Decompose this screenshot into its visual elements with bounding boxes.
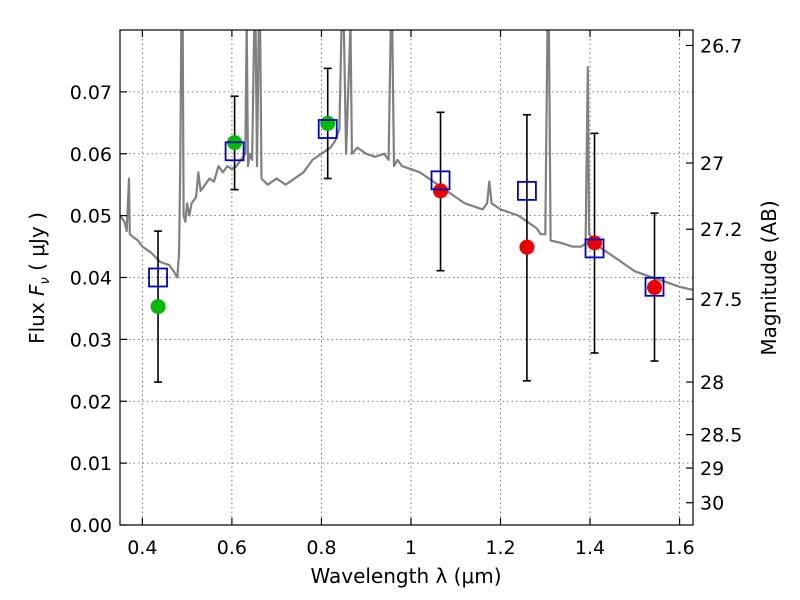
- x-tick-label: 1.2: [485, 537, 515, 559]
- y2-tick-label: 26.7: [700, 35, 742, 57]
- right-axis-ticks: 26.7 27 27.2 27.5 28 28.5 29 30: [686, 35, 742, 515]
- x-axis-title: Wavelength λ (μm): [310, 564, 501, 588]
- x-axis-ticks: 0.4 0.6 0.8 1 1.2 1.4 1.6: [127, 30, 695, 559]
- y-tick-label: 0.06: [70, 144, 112, 166]
- y2-tick-label: 28: [700, 372, 724, 394]
- x-tick-label: 1.4: [575, 537, 605, 559]
- observed-point: [587, 235, 603, 251]
- x-tick-label: 1: [405, 537, 417, 559]
- y2-tick-label: 27.5: [700, 289, 742, 311]
- y2-tick-label: 27.2: [700, 219, 742, 241]
- model-square-marker: [584, 238, 605, 259]
- x-tick-label: 0.8: [306, 537, 336, 559]
- model-square-marker: [224, 141, 245, 162]
- observed-point: [320, 115, 336, 131]
- right-axis-title: Magnitude (AB): [757, 200, 781, 355]
- model-square-marker: [430, 170, 451, 191]
- y-tick-label: 0.07: [70, 82, 112, 104]
- grid: [120, 30, 693, 525]
- y2-tick-label: 27: [700, 153, 724, 175]
- y2-tick-label: 30: [700, 493, 724, 515]
- y-tick-label: 0.04: [70, 268, 112, 290]
- y2-tick-label: 29: [700, 458, 724, 480]
- y2-tick-label: 28.5: [700, 425, 742, 447]
- y-tick-label: 0.00: [70, 515, 112, 537]
- observed-point: [150, 299, 166, 315]
- y-tick-label: 0.02: [70, 391, 112, 413]
- model-square-marker: [517, 180, 537, 201]
- model-sed-line: [120, 30, 693, 291]
- model-square-marker: [148, 267, 168, 288]
- x-tick-label: 0.4: [127, 537, 157, 559]
- y-tick-label: 0.01: [70, 453, 112, 475]
- y-axis-title: Flux Fν ( μJy ): [25, 212, 53, 344]
- y-tick-label: 0.05: [70, 206, 112, 228]
- x-tick-label: 0.6: [217, 537, 247, 559]
- y-tick-label: 0.03: [70, 329, 112, 351]
- model-markers: [148, 119, 665, 297]
- y-axis-ticks: 0.00 0.01 0.02 0.03 0.04 0.05 0.06 0.07: [70, 82, 127, 537]
- model-square-marker: [644, 276, 665, 297]
- model-square-marker: [317, 119, 338, 139]
- observed-point: [647, 279, 663, 295]
- observed-point: [519, 239, 535, 255]
- error-bars: [154, 67, 659, 383]
- sed-line-layer: [120, 30, 693, 291]
- observed-point: [433, 183, 449, 199]
- x-tick-label: 1.6: [664, 537, 694, 559]
